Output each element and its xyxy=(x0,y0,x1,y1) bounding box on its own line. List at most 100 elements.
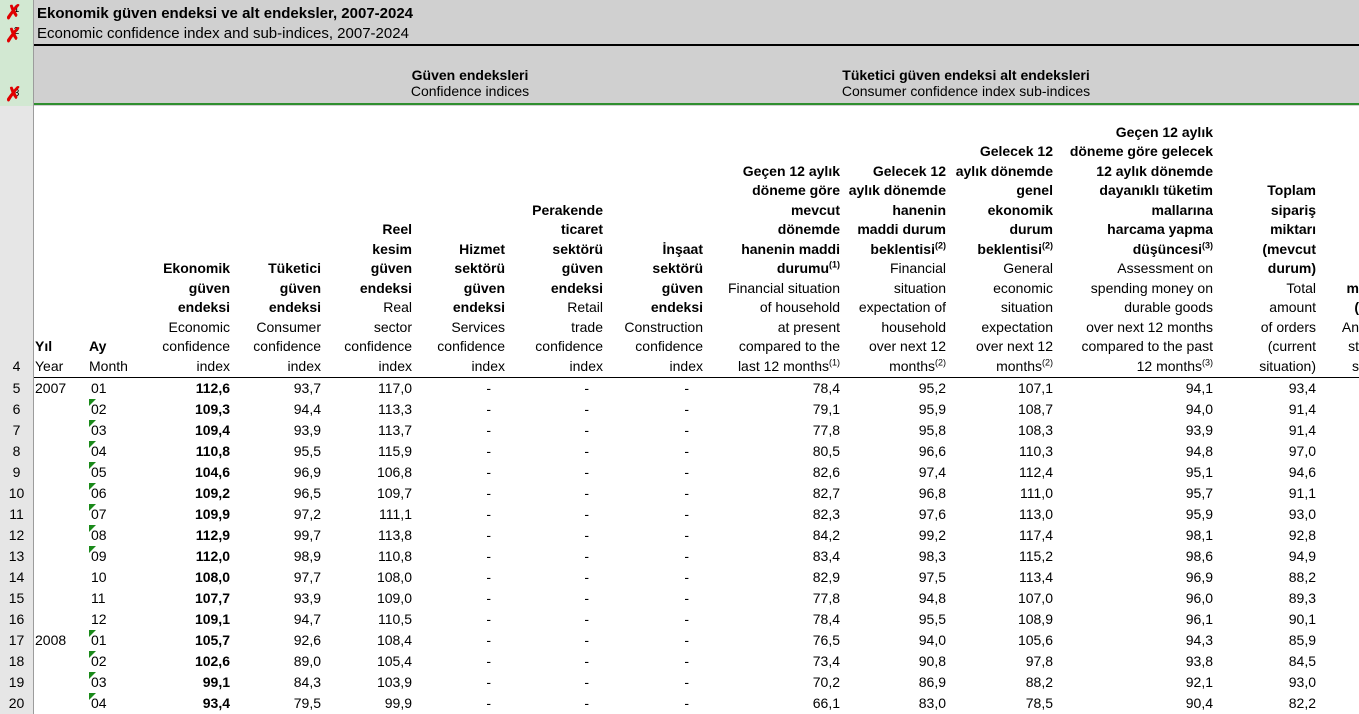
column-header-partial[interactable]: m (An st s xyxy=(1330,116,1359,376)
title-tr[interactable]: Ekonomik güven endeksi ve alt endeksler,… xyxy=(37,5,414,22)
cell-orders[interactable]: 89,3 xyxy=(1288,590,1316,606)
cell-year[interactable] xyxy=(35,462,85,483)
cell-real[interactable]: 105,4 xyxy=(376,653,412,669)
cell-dur[interactable]: 98,6 xyxy=(1185,548,1213,564)
column-header-real[interactable]: Reel kesim güven endeksi Real sector confidenc… xyxy=(330,116,412,376)
cell-fin[interactable]: 82,7 xyxy=(812,485,840,501)
cell-finexp[interactable]: 95,8 xyxy=(918,422,946,438)
number-as-text-indicator-icon[interactable] xyxy=(89,441,96,448)
column-header-cons[interactable]: Tüketici güven endeksi Consumer confidence in… xyxy=(240,116,321,376)
cell-orders[interactable]: 88,2 xyxy=(1288,569,1316,585)
cell-serv[interactable]: - xyxy=(486,695,491,711)
cell-dur[interactable]: 93,8 xyxy=(1185,653,1213,669)
cell-fin[interactable]: 77,8 xyxy=(812,422,840,438)
cell-cons[interactable]: 98,9 xyxy=(293,548,321,564)
cell-real[interactable]: 111,1 xyxy=(379,506,412,522)
cell-econ[interactable]: 105,7 xyxy=(194,632,230,648)
cell-finexp[interactable]: 83,0 xyxy=(918,695,946,711)
cell-gen[interactable]: 115,2 xyxy=(1019,548,1053,564)
column-header-gen[interactable]: Gelecek 12 aylık dönemde genel ekonomik duru… xyxy=(950,116,1053,376)
cell-const[interactable]: - xyxy=(684,611,689,627)
cell-finexp[interactable]: 86,9 xyxy=(918,674,946,690)
cell-orders[interactable]: 93,0 xyxy=(1288,506,1316,522)
cell-year[interactable] xyxy=(35,399,85,420)
cell-gen[interactable]: 108,7 xyxy=(1017,401,1053,417)
cell-econ[interactable]: 104,6 xyxy=(194,464,230,480)
row-number[interactable]: 10 xyxy=(8,485,25,501)
cell-dur[interactable]: 95,9 xyxy=(1185,506,1213,522)
cell-retail[interactable]: - xyxy=(584,695,589,711)
cell-finexp[interactable]: 96,8 xyxy=(918,485,946,501)
number-as-text-indicator-icon[interactable] xyxy=(89,546,96,553)
cell-dur[interactable]: 92,1 xyxy=(1185,674,1213,690)
column-header-finexp[interactable]: Gelecek 12 aylık dönemde hanenin maddi duru… xyxy=(845,116,946,376)
cell-real[interactable]: 113,3 xyxy=(378,401,412,417)
cell-month[interactable]: 12 xyxy=(91,611,107,627)
cell-cons[interactable]: 94,4 xyxy=(293,401,321,417)
cell-fin[interactable]: 76,5 xyxy=(812,632,840,648)
cell-const[interactable]: - xyxy=(684,527,689,543)
number-as-text-indicator-icon[interactable] xyxy=(89,462,96,469)
cell-retail[interactable]: - xyxy=(584,380,589,396)
cell-fin[interactable]: 82,6 xyxy=(812,464,840,480)
cell-serv[interactable]: - xyxy=(486,527,491,543)
cell-cons[interactable]: 94,7 xyxy=(293,611,321,627)
row-number[interactable]: 14 xyxy=(8,569,25,585)
cell-finexp[interactable]: 95,2 xyxy=(918,380,946,396)
cell-dur[interactable]: 94,8 xyxy=(1185,443,1213,459)
cell-econ[interactable]: 112,0 xyxy=(195,548,230,564)
row-number-1[interactable]: 1 xyxy=(13,4,20,15)
cell-month[interactable]: 02 xyxy=(91,401,107,417)
cell-finexp[interactable]: 94,8 xyxy=(918,590,946,606)
row-number[interactable]: 20 xyxy=(8,695,25,711)
column-header-retail[interactable]: Perakende ticaret sektörü güven endeksi Retai… xyxy=(515,116,603,376)
cell-const[interactable]: - xyxy=(684,653,689,669)
cell-month[interactable]: 07 xyxy=(91,506,107,522)
column-header-month[interactable]: Ay Month xyxy=(89,116,149,376)
cell-orders[interactable]: 85,9 xyxy=(1288,632,1316,648)
cell-real[interactable]: 113,7 xyxy=(378,422,412,438)
cell-cons[interactable]: 96,5 xyxy=(293,485,321,501)
cell-gen[interactable]: 78,5 xyxy=(1025,695,1053,711)
cell-year[interactable] xyxy=(35,672,85,693)
cell-econ[interactable]: 109,1 xyxy=(194,611,230,627)
column-header-fin[interactable]: Geçen 12 aylık döneme göre mevcut dönemde ha… xyxy=(715,116,840,376)
column-header-econ[interactable]: Ekonomik güven endeksi Economic confidence in… xyxy=(150,116,230,376)
cell-retail[interactable]: - xyxy=(584,632,589,648)
cell-fin[interactable]: 77,8 xyxy=(812,590,840,606)
cell-finexp[interactable]: 97,6 xyxy=(918,506,946,522)
cell-month[interactable]: 03 xyxy=(91,674,107,690)
cell-year[interactable] xyxy=(35,420,85,441)
cell-real[interactable]: 106,8 xyxy=(376,464,412,480)
cell-retail[interactable]: - xyxy=(584,422,589,438)
cell-real[interactable]: 117,0 xyxy=(378,380,412,396)
number-as-text-indicator-icon[interactable] xyxy=(89,399,96,406)
cell-cons[interactable]: 79,5 xyxy=(293,695,321,711)
cell-real[interactable]: 109,7 xyxy=(376,485,412,501)
cell-gen[interactable]: 117,4 xyxy=(1019,527,1053,543)
cell-year[interactable] xyxy=(35,483,85,504)
cell-retail[interactable]: - xyxy=(584,548,589,564)
cell-month[interactable]: 01 xyxy=(91,632,107,648)
cell-real[interactable]: 108,0 xyxy=(376,569,412,585)
row-number[interactable]: 12 xyxy=(8,527,25,543)
cell-finexp[interactable]: 96,6 xyxy=(918,443,946,459)
cell-retail[interactable]: - xyxy=(584,485,589,501)
cell-const[interactable]: - xyxy=(684,674,689,690)
cell-finexp[interactable]: 95,5 xyxy=(918,611,946,627)
cell-year[interactable]: 2008 xyxy=(35,632,67,648)
cell-gen[interactable]: 110,3 xyxy=(1019,443,1053,459)
cell-month[interactable]: 09 xyxy=(91,548,107,564)
cell-orders[interactable]: 97,0 xyxy=(1288,443,1316,459)
cell-econ[interactable]: 108,0 xyxy=(194,569,230,585)
cell-fin[interactable]: 73,4 xyxy=(812,653,840,669)
cell-month[interactable]: 05 xyxy=(91,464,107,480)
cell-serv[interactable]: - xyxy=(486,653,491,669)
cell-orders[interactable]: 92,8 xyxy=(1288,527,1316,543)
cell-year[interactable] xyxy=(35,546,85,567)
cell-econ[interactable]: 109,4 xyxy=(194,422,230,438)
cell-year[interactable] xyxy=(35,441,85,462)
cell-gen[interactable]: 108,9 xyxy=(1017,611,1053,627)
cell-serv[interactable]: - xyxy=(486,548,491,564)
cell-gen[interactable]: 97,8 xyxy=(1025,653,1053,669)
